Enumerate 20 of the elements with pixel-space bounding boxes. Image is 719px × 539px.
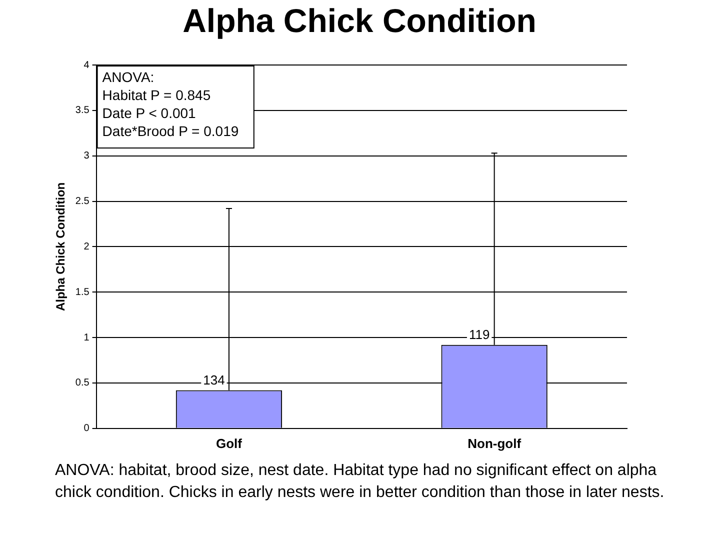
x-tick-label: Non-golf [468, 436, 522, 451]
annotation: Date P < 0.001 [102, 104, 196, 121]
y-tick-label: 0 [84, 423, 90, 434]
y-tick-label: 2 [84, 241, 90, 252]
y-tick-label: 4 [84, 60, 90, 71]
y-tick-label: 1 [84, 332, 90, 344]
annotation: Habitat P = 0.845 [102, 86, 211, 103]
text: ANOVA: habitat, brood size, nest date. Habitat type had no significant effect on alpha chick condition. Chicks in early nests were in better condition than those in later nests. [55, 461, 666, 503]
annotation: 119 [468, 326, 490, 342]
annotation: ANOVA: [102, 68, 154, 85]
y-tick-label: 3.5 [75, 105, 90, 116]
y-tick-label: 1.5 [75, 286, 90, 298]
chart-title: Alpha Chick Condition [182, 2, 538, 40]
annotation: Date*Brood P = 0.019 [102, 122, 239, 139]
y-tick-label: 3 [84, 150, 90, 162]
y-tick-label: 0.5 [75, 378, 90, 389]
y-axis-title: Alpha Chick Condition [54, 182, 68, 312]
annotation: 134 [203, 372, 225, 388]
y-tick-label: 2.5 [75, 196, 90, 208]
x-tick-label: Golf [216, 436, 243, 451]
